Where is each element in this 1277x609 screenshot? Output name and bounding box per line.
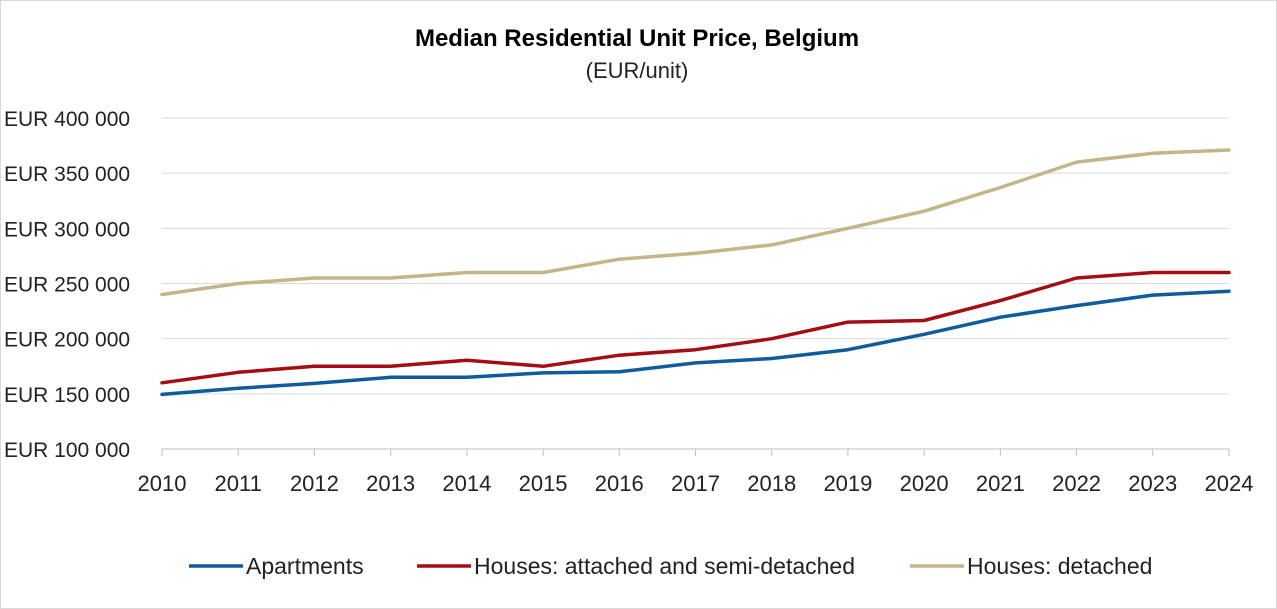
x-tick-label: 2019 xyxy=(823,471,872,496)
x-tick-label: 2011 xyxy=(215,471,262,496)
x-tick-label: 2013 xyxy=(366,471,415,496)
x-tick-label: 2018 xyxy=(747,471,796,496)
x-tick-label: 2024 xyxy=(1205,471,1254,496)
series-line-houses-detached xyxy=(160,148,1231,297)
chart-title: Median Residential Unit Price, Belgium xyxy=(415,25,859,52)
series-line-apartments xyxy=(160,289,1231,397)
y-tick-label: EUR 300 000 xyxy=(4,218,130,241)
y-tick-label: EUR 350 000 xyxy=(4,163,130,186)
x-tick-label: 2017 xyxy=(671,471,720,496)
y-axis-ticks: EUR 100 000 EUR 150 000 EUR 200 000 EUR 250… xyxy=(4,108,130,462)
y-tick-label: EUR 250 000 xyxy=(4,274,130,297)
legend-label: Houses: detached xyxy=(967,553,1152,579)
legend-label: Houses: attached and semi-detached xyxy=(474,553,855,579)
y-tick-label: EUR 200 000 xyxy=(4,329,130,352)
y-tick-label: EUR 400 000 xyxy=(4,108,130,131)
x-tick-label: 2023 xyxy=(1128,471,1177,496)
legend: Apartments Houses: attached and semi-deta… xyxy=(189,553,1152,579)
x-tick-label: 2020 xyxy=(900,471,949,496)
series-line-houses-attached-and-semi-detached xyxy=(160,270,1231,385)
x-tick-label: 2021 xyxy=(976,471,1025,496)
series-lines xyxy=(160,148,1231,397)
x-axis: 2010 2011 2012 2013 2014 2015 2016 2017 2018 2019… xyxy=(138,449,1254,496)
chart-subtitle: (EUR/unit) xyxy=(586,58,689,83)
x-tick-label: 2012 xyxy=(290,471,339,496)
gridlines xyxy=(162,117,1229,450)
x-tick-label: 2022 xyxy=(1052,471,1101,496)
x-tick-label: 2010 xyxy=(138,471,187,496)
y-tick-label: EUR 150 000 xyxy=(4,384,130,407)
x-tick-label: 2016 xyxy=(595,471,644,496)
x-tick-label: 2015 xyxy=(519,471,568,496)
y-tick-label: EUR 100 000 xyxy=(4,439,130,462)
x-tick-label: 2014 xyxy=(442,471,491,496)
legend-label: Apartments xyxy=(246,553,364,579)
